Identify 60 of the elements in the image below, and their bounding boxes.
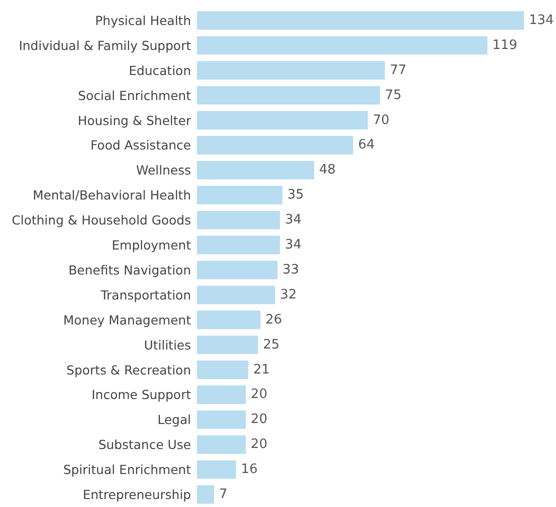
bar	[197, 336, 258, 354]
y-tick-label: Transportation	[100, 287, 191, 302]
data-label: 64	[358, 138, 375, 153]
bar	[197, 435, 246, 454]
data-label: 48	[319, 162, 336, 178]
y-tick-label: Clothing & Household Goods	[12, 212, 191, 228]
bar	[197, 36, 488, 55]
bar	[197, 236, 280, 254]
y-tick-label: Sports & Recreation	[66, 362, 191, 378]
y-tick-label: Physical Health	[95, 12, 191, 28]
y-tick-label: Wellness	[136, 162, 191, 178]
data-label: 20	[250, 387, 268, 402]
data-label: 20	[250, 412, 268, 428]
bar	[197, 260, 278, 280]
y-tick-label: Individual & Family Support	[18, 38, 192, 53]
data-label: 25	[263, 337, 280, 352]
y-tick-label: Income Support	[92, 387, 192, 402]
y-tick-label: Legal	[157, 412, 191, 428]
data-label: 75	[385, 88, 402, 103]
data-label: 70	[372, 112, 390, 128]
bar	[197, 210, 280, 230]
bar	[197, 310, 260, 330]
y-tick-label: Employment	[112, 238, 192, 253]
data-label: 134	[529, 12, 554, 28]
y-tick-label: Housing & Shelter	[78, 112, 192, 128]
data-label: 7	[219, 487, 228, 502]
bar	[197, 86, 380, 105]
bar	[197, 385, 246, 404]
bar	[197, 11, 524, 30]
data-label: 26	[265, 312, 282, 328]
y-tick-label: Benefits Navigation	[68, 262, 191, 278]
y-tick-label: Social Enrichment	[78, 88, 192, 103]
y-tick-label: Utilities	[144, 337, 191, 352]
data-label: 35	[287, 188, 304, 203]
data-label: 20	[250, 437, 268, 452]
y-tick-label: Food Assistance	[90, 138, 192, 153]
y-tick-label: Substance Use	[98, 437, 192, 452]
y-tick-label: Education	[128, 62, 191, 78]
bar	[197, 286, 276, 304]
bar	[197, 136, 354, 154]
y-tick-label: Spiritual Enrichment	[63, 462, 192, 478]
bar	[197, 61, 385, 80]
y-tick-label: Mental/Behavioral Health	[32, 188, 191, 203]
data-label: 77	[390, 62, 406, 78]
bar	[197, 186, 282, 204]
bar	[197, 111, 368, 130]
data-label: 119	[492, 38, 518, 53]
bar	[197, 360, 248, 380]
data-label: 21	[253, 362, 270, 378]
data-label: 33	[282, 262, 300, 278]
y-tick-label: Money Management	[63, 312, 192, 328]
bar	[197, 410, 246, 429]
data-label: 34	[284, 238, 302, 253]
bar	[197, 460, 236, 479]
data-label: 16	[241, 462, 258, 478]
data-label: 32	[280, 287, 297, 302]
y-tick-label: Entrepreneurship	[82, 487, 192, 502]
bar	[197, 485, 214, 504]
data-label: 34	[284, 212, 302, 228]
bar	[197, 160, 314, 180]
